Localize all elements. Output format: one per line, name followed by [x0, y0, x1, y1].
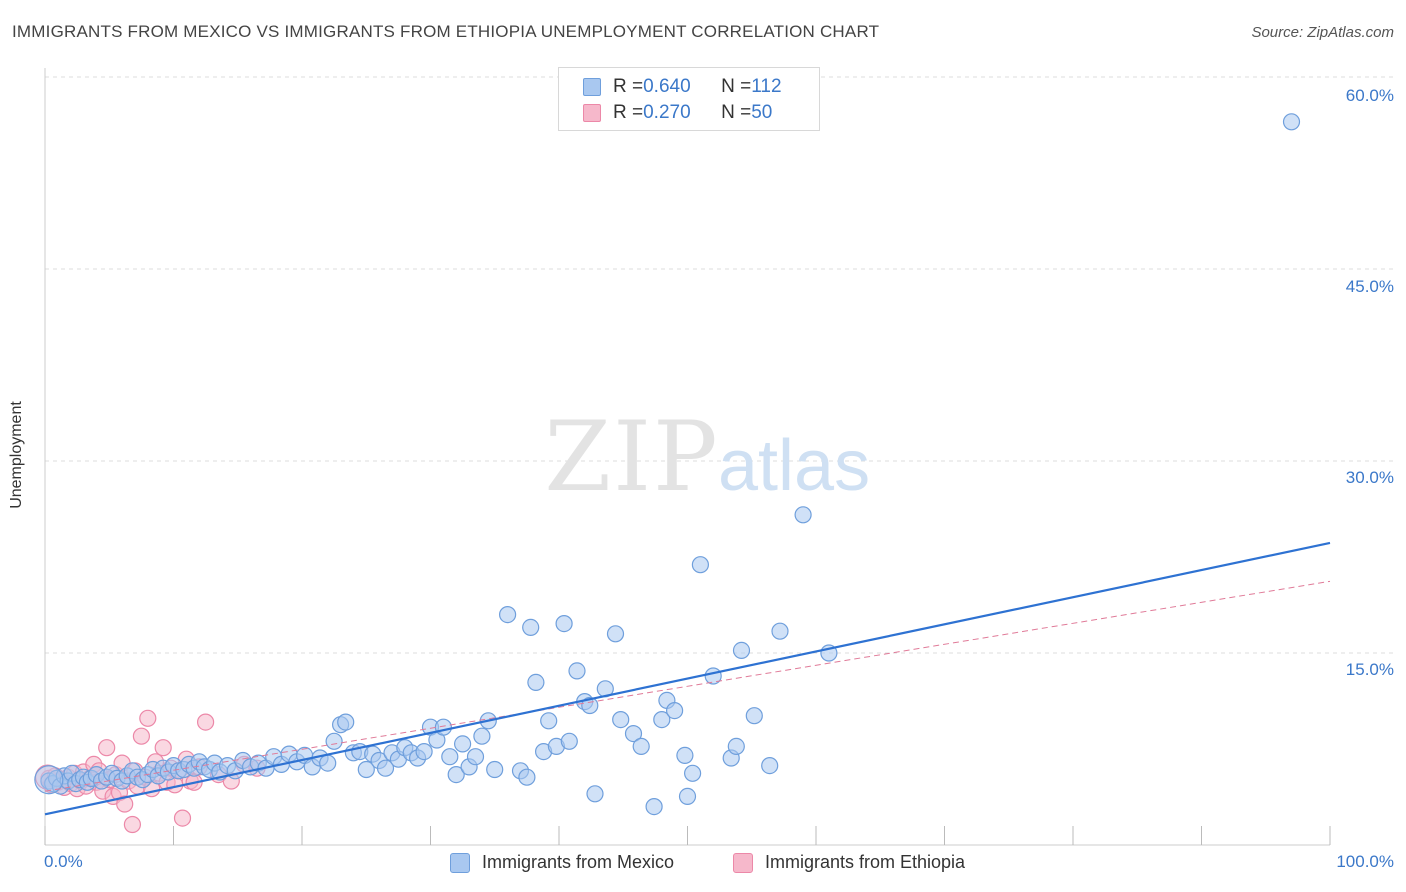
ethiopia-point: [173, 809, 192, 827]
ethiopia-point: [197, 713, 215, 731]
mexico-point: [540, 712, 558, 730]
mexico-point: [653, 710, 671, 729]
ethiopia-point: [132, 727, 150, 745]
mexico-point: [434, 718, 452, 736]
mexico-point: [499, 605, 517, 624]
axes: [44, 68, 1331, 846]
grid-lines: [45, 76, 1393, 654]
mexico-point: [560, 732, 578, 750]
legend-n-label: N =: [721, 76, 752, 97]
mexico-point: [319, 754, 337, 772]
legend-r-label: R =: [613, 102, 644, 123]
watermark: ZIP atlas: [544, 401, 870, 513]
legend-n-label: N =: [721, 102, 752, 123]
mexico-point: [522, 618, 540, 637]
mexico-point: [683, 764, 702, 782]
mexico-point: [447, 765, 465, 784]
stats-legend: R = 0.640 N = 112 R = 0.270 N = 50: [558, 67, 820, 131]
mexico-point: [568, 662, 586, 680]
mexico-point: [415, 742, 433, 761]
mexico-point: [732, 641, 751, 660]
mexico-point: [645, 797, 663, 816]
mexico-point: [761, 756, 779, 775]
legend-row-ethiopia: R = 0.270 N = 50: [583, 101, 772, 125]
mexico-point: [357, 760, 375, 779]
watermark-atlas: atlas: [718, 426, 870, 506]
mexico-point: [727, 737, 745, 756]
mexico-point: [794, 506, 812, 524]
legend-label-ethiopia: Immigrants from Ethiopia: [765, 852, 966, 872]
ethiopia-point: [123, 815, 141, 834]
y-tick-60: 60.0%: [1345, 86, 1394, 105]
mexico-point: [555, 614, 573, 633]
mexico-swatch: [583, 78, 601, 96]
source-label: Source: ZipAtlas.com: [1251, 24, 1394, 41]
chart-title: IMMIGRANTS FROM MEXICO VS IMMIGRANTS FRO…: [12, 22, 880, 41]
legend-r-value: 0.270: [643, 102, 691, 123]
legend-label-mexico: Immigrants from Mexico: [482, 852, 675, 872]
legend-item-mexico[interactable]: Immigrants from Mexico: [450, 852, 674, 873]
mexico-point: [606, 625, 625, 643]
mexico-point: [1282, 113, 1301, 131]
mexico-points: [34, 113, 1301, 816]
y-axis-label: Unemployment: [8, 401, 25, 509]
ethiopia-legend-swatch: [733, 852, 753, 873]
mexico-legend-swatch: [450, 852, 470, 873]
x-tick-100: 100.0%: [1336, 852, 1394, 871]
ethiopia-point: [98, 739, 116, 757]
mexico-point: [527, 673, 545, 692]
mexico-point: [486, 760, 504, 779]
mexico-point: [454, 735, 472, 753]
mexico-point: [337, 713, 355, 731]
mexico-point: [466, 748, 485, 766]
mexico-point: [581, 696, 599, 715]
trend-lines: [44, 541, 1331, 816]
mexico-point: [691, 556, 710, 574]
ethiopia-point: [139, 709, 157, 727]
legend-r-value: 0.640: [643, 76, 691, 97]
legend-r-label: R =: [613, 76, 644, 97]
mexico-point: [745, 707, 763, 725]
mexico-point: [665, 701, 684, 720]
legend-n-value: 50: [751, 102, 773, 123]
y-tick-45: 45.0%: [1345, 277, 1394, 296]
ethiopia-swatch: [583, 104, 601, 122]
ethiopia-point: [154, 739, 172, 757]
legend-n-value: 112: [751, 76, 782, 97]
watermark-zip: ZIP: [544, 401, 719, 513]
mexico-point: [325, 732, 343, 750]
mexico-point: [771, 622, 789, 640]
ethiopia-trend-line: [44, 580, 1331, 792]
mexico-point: [441, 748, 459, 766]
y-tick-30: 30.0%: [1345, 468, 1394, 487]
legend-item-ethiopia[interactable]: Immigrants from Ethiopia: [733, 852, 965, 873]
mexico-point: [612, 710, 630, 729]
legend-row-mexico: R = 0.640 N = 112: [583, 75, 782, 99]
mexico-point-cluster: [34, 765, 64, 795]
mexico-point: [586, 785, 604, 803]
y-tick-15: 15.0%: [1345, 660, 1394, 679]
mexico-point: [376, 759, 395, 777]
mexico-point: [473, 727, 491, 745]
mexico-point: [518, 768, 536, 786]
mexico-point: [632, 737, 650, 756]
ethiopia-point: [116, 795, 134, 813]
x-tick-0: 0.0%: [44, 852, 83, 871]
mexico-point: [676, 746, 694, 765]
mexico-point: [678, 787, 697, 806]
mexico-trend-line: [44, 541, 1331, 816]
mexico-point: [624, 724, 643, 743]
